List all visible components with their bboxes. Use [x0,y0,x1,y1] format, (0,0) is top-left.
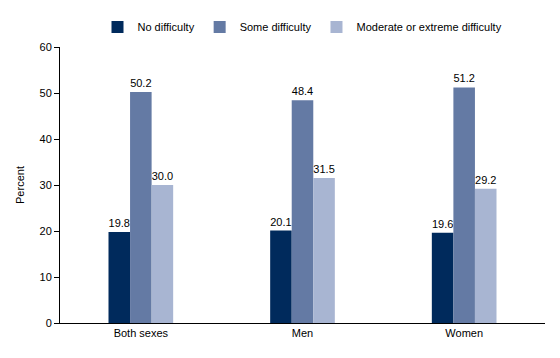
svg-text:19.6: 19.6 [432,218,453,230]
svg-text:10: 10 [40,271,52,283]
svg-text:50: 50 [40,87,52,99]
svg-text:60: 60 [40,41,52,53]
svg-text:Some difficulty: Some difficulty [240,21,312,33]
svg-text:Moderate or extreme difficulty: Moderate or extreme difficulty [356,21,501,33]
svg-text:Women: Women [445,327,483,339]
svg-text:Both sexes: Both sexes [114,327,169,339]
svg-text:19.8: 19.8 [109,217,130,229]
svg-text:20.1: 20.1 [270,216,291,228]
svg-text:31.5: 31.5 [313,163,334,175]
svg-text:51.2: 51.2 [453,72,474,84]
svg-text:30.0: 30.0 [152,170,173,182]
svg-text:0: 0 [46,317,52,329]
svg-text:Men: Men [292,327,313,339]
svg-text:No difficulty: No difficulty [138,21,195,33]
svg-text:48.4: 48.4 [292,85,313,97]
svg-text:40: 40 [40,133,52,145]
svg-text:Percent: Percent [14,166,26,204]
svg-text:20: 20 [40,225,52,237]
svg-text:29.2: 29.2 [475,174,496,186]
svg-text:50.2: 50.2 [130,77,151,89]
svg-text:30: 30 [40,179,52,191]
